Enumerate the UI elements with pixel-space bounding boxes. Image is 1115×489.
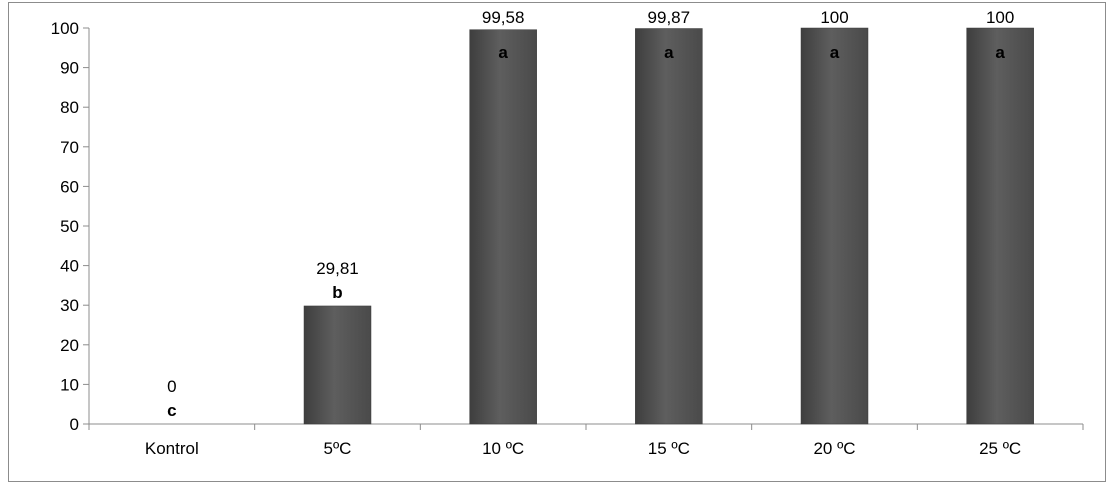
bar [800, 27, 869, 425]
data-label: 100 [986, 8, 1014, 27]
significance-letter: b [332, 283, 342, 302]
significance-letter: a [664, 43, 674, 62]
y-tick-label: 60 [60, 177, 79, 196]
bar [469, 29, 537, 425]
data-label: 29,81 [316, 259, 359, 278]
y-tick-label: 50 [60, 217, 79, 236]
y-tick-label: 70 [60, 138, 79, 157]
bars [303, 27, 1034, 425]
x-tick-label: 20 ºC [813, 439, 855, 458]
bar [966, 27, 1034, 425]
x-tick-label: 5ºC [324, 439, 352, 458]
significance-letter: a [830, 43, 840, 62]
y-tick-label: 30 [60, 296, 79, 315]
chart-frame [8, 2, 1106, 482]
bar [635, 28, 703, 425]
significance-letter: a [995, 43, 1005, 62]
data-label: 99,87 [648, 8, 691, 27]
y-tick-label: 0 [70, 415, 79, 434]
significance-letter: a [498, 43, 508, 62]
labels: Kontrol 0 c 5ºC 29,81 b 10 ºC 99,58 a 15 ºC 99,87 a… [145, 8, 1021, 458]
x-tick-label: 15 ºC [648, 439, 690, 458]
axes: 0 10 20 30 40 50 60 70 80 90 100 [51, 19, 1084, 434]
data-label: 99,58 [482, 8, 525, 27]
y-tick-label: 10 [60, 375, 79, 394]
y-tick-label: 40 [60, 257, 79, 276]
data-label: 100 [820, 8, 848, 27]
y-tick-label: 100 [51, 19, 79, 38]
x-tick-label: 10 ºC [482, 439, 524, 458]
y-tick-label: 90 [60, 59, 79, 78]
significance-letter: c [167, 401, 176, 420]
data-label: 0 [167, 377, 176, 396]
x-tick-label: 25 ºC [979, 439, 1021, 458]
y-tick-label: 20 [60, 336, 79, 355]
x-tick-label: Kontrol [145, 439, 199, 458]
bar [303, 305, 372, 425]
y-tick-label: 80 [60, 98, 79, 117]
